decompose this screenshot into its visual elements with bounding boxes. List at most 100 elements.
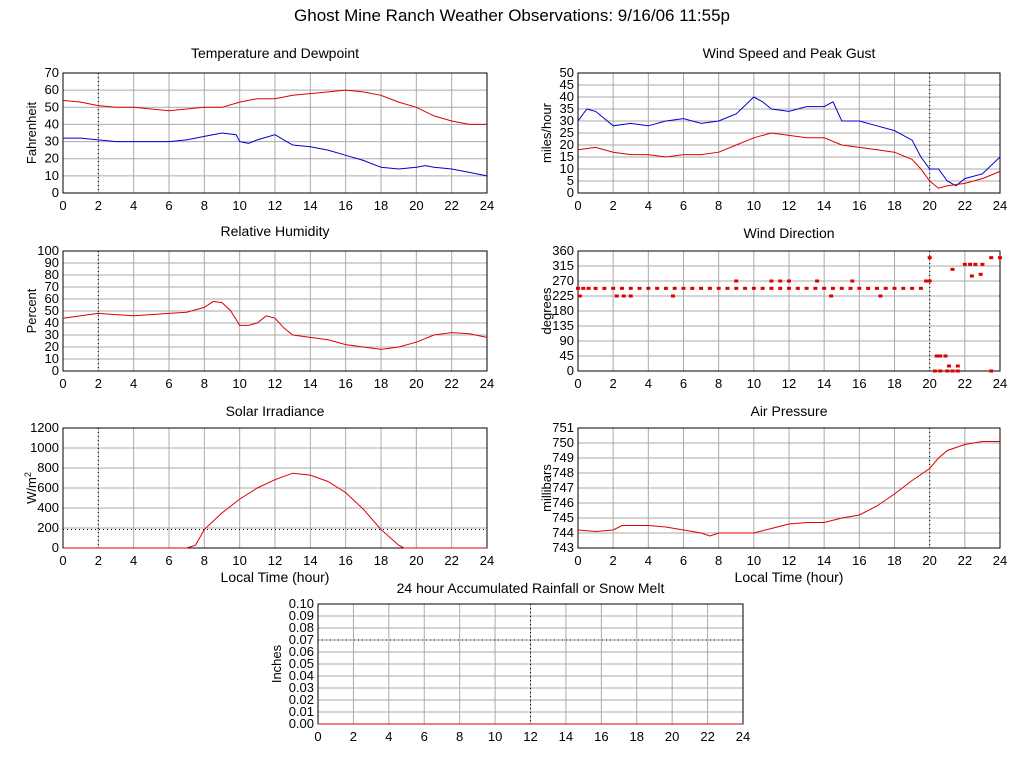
- dir-point: [918, 286, 923, 290]
- x-tick-label: 14: [303, 376, 317, 391]
- y-tick-label: 20: [45, 339, 59, 354]
- dir-point: [955, 369, 960, 373]
- x-tick-label: 2: [95, 198, 102, 213]
- x-tick-label: 24: [480, 198, 494, 213]
- dir-point: [924, 279, 929, 283]
- wind-title: Wind Speed and Peak Gust: [703, 45, 876, 61]
- x-tick-label: 12: [782, 376, 796, 391]
- y-tick-label: 60: [45, 291, 59, 306]
- dir-point: [910, 286, 915, 290]
- y-tick-label: 225: [552, 288, 574, 303]
- dir-point: [927, 256, 932, 260]
- dir-point: [586, 286, 591, 290]
- y-tick-label: 750: [552, 435, 574, 450]
- x-tick-label: 20: [922, 553, 936, 568]
- x-tick-label: 20: [409, 376, 423, 391]
- x-tick-label: 22: [444, 376, 458, 391]
- dir-point: [707, 286, 712, 290]
- x-tick-label: 4: [130, 376, 137, 391]
- y-tick-label: 0: [567, 363, 574, 378]
- y-tick-label: 40: [560, 89, 574, 104]
- x-tick-label: 10: [232, 553, 246, 568]
- x-tick-label: 22: [444, 198, 458, 213]
- y-tick-label: 70: [45, 279, 59, 294]
- dir-point: [593, 286, 598, 290]
- dir-point: [602, 286, 607, 290]
- y-tick-label: 50: [45, 303, 59, 318]
- dir-point: [901, 286, 906, 290]
- y-tick-label: 0.09: [289, 608, 314, 623]
- y-tick-label: 180: [552, 303, 574, 318]
- x-tick-label: 16: [338, 553, 352, 568]
- y-tick-label: 748: [552, 465, 574, 480]
- y-tick-label: 40: [45, 315, 59, 330]
- x-tick-label: 18: [630, 729, 644, 744]
- dir-point: [892, 286, 897, 290]
- dir-point: [672, 286, 677, 290]
- dir-point: [646, 286, 651, 290]
- y-tick-label: 751: [552, 420, 574, 435]
- x-tick-label: 12: [782, 553, 796, 568]
- x-tick-label: 24: [993, 198, 1007, 213]
- x-tick-label: 14: [559, 729, 573, 744]
- y-tick-label: 600: [37, 480, 59, 495]
- dir-title: Wind Direction: [743, 225, 834, 241]
- x-tick-label: 22: [958, 198, 972, 213]
- temp-y-axis-label: Fahrenheit: [24, 102, 39, 165]
- wind-series-0-line: [577, 96, 1001, 187]
- y-tick-label: 744: [552, 525, 574, 540]
- y-axis-label-text: degrees: [539, 287, 554, 334]
- y-tick-label: 0.01: [289, 704, 314, 719]
- y-tick-label: 45: [560, 77, 574, 92]
- x-tick-label: 12: [268, 198, 282, 213]
- dir-point: [883, 286, 888, 290]
- x-tick-label: 2: [95, 376, 102, 391]
- x-tick-label: 8: [201, 198, 208, 213]
- dir-point: [955, 364, 960, 368]
- temp-title: Temperature and Dewpoint: [191, 45, 359, 61]
- y-tick-label: 0: [567, 185, 574, 200]
- x-tick-label: 8: [201, 376, 208, 391]
- y-axis-label-text: Inches: [269, 644, 284, 683]
- x-tick-label: 18: [374, 376, 388, 391]
- y-tick-label: 100: [37, 243, 59, 258]
- dir-point: [778, 286, 783, 290]
- x-tick-label: 0: [59, 553, 66, 568]
- dir-point: [962, 262, 967, 266]
- x-tick-label: 6: [165, 376, 172, 391]
- y-tick-label: 90: [560, 333, 574, 348]
- x-tick-label: 2: [610, 553, 617, 568]
- dir-point: [850, 279, 855, 283]
- x-tick-label: 6: [680, 553, 687, 568]
- dir-point: [822, 286, 827, 290]
- dir-point: [690, 286, 695, 290]
- x-tick-label: 20: [409, 553, 423, 568]
- x-tick-label: 6: [165, 553, 172, 568]
- dir-point: [945, 369, 950, 373]
- y-tick-label: 0.05: [289, 656, 314, 671]
- solar-series-0-line: [63, 472, 487, 549]
- y-tick-label: 743: [552, 540, 574, 555]
- y-axis-label-text: millibars: [539, 464, 554, 512]
- x-tick-label: 16: [852, 198, 866, 213]
- dir-point: [857, 286, 862, 290]
- x-tick-label: 22: [444, 553, 458, 568]
- dir-plot-frame: [577, 250, 1001, 372]
- x-tick-label: 8: [456, 729, 463, 744]
- dir-point: [769, 286, 774, 290]
- pressure-title: Air Pressure: [750, 403, 827, 419]
- x-tick-label: 4: [645, 376, 652, 391]
- y-tick-label: 0.10: [289, 596, 314, 611]
- wind-y-axis-label: miles/hour: [539, 102, 554, 163]
- dir-point: [874, 286, 879, 290]
- x-tick-label: 10: [747, 376, 761, 391]
- dir-point: [787, 279, 791, 283]
- dir-point: [989, 256, 994, 260]
- y-tick-label: 30: [45, 327, 59, 342]
- y-tick-label: 800: [37, 460, 59, 475]
- dir-point: [950, 267, 955, 271]
- x-tick-label: 2: [350, 729, 357, 744]
- x-tick-label: 4: [645, 553, 652, 568]
